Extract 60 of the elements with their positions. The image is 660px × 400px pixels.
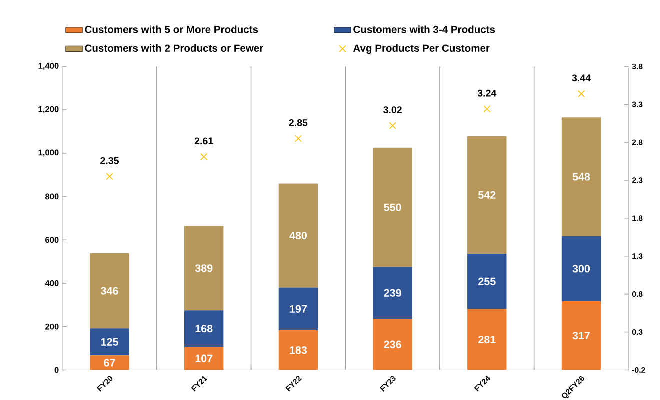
data-label: 542 <box>478 192 496 200</box>
data-label: 2.61 <box>194 138 214 145</box>
data-label: 3.24 <box>478 90 497 98</box>
bar <box>278 330 318 370</box>
bar <box>373 319 412 370</box>
point <box>484 106 491 113</box>
bar <box>278 288 318 331</box>
data-label: 3.02 <box>383 106 402 114</box>
bar <box>562 236 602 302</box>
data-label: 67 <box>104 359 116 367</box>
bar <box>184 347 224 370</box>
legend-label: Avg Products Per Customer <box>353 44 490 54</box>
data-label: 550 <box>384 204 402 212</box>
bar <box>468 136 507 254</box>
data-label: 197 <box>290 306 307 314</box>
bar <box>278 184 318 288</box>
y-tick-label: 1,400 <box>38 63 59 70</box>
data-label: 281 <box>478 336 496 344</box>
bar <box>468 254 507 310</box>
data-label: 255 <box>478 278 496 286</box>
data-label: 168 <box>196 325 213 333</box>
data-label: 300 <box>572 265 590 273</box>
data-label: 480 <box>290 232 307 240</box>
legend-label: Customers with 2 Products or Fewer <box>85 44 264 52</box>
bar <box>562 118 602 237</box>
data-label: 125 <box>101 338 118 346</box>
y-tick-label: 400 <box>45 280 59 287</box>
data-label: 239 <box>384 290 402 298</box>
point <box>200 154 208 161</box>
data-label: 317 <box>572 332 590 340</box>
data-label: 2.85 <box>289 120 308 127</box>
point <box>106 173 114 180</box>
data-label: 389 <box>195 264 213 272</box>
bar <box>373 267 412 320</box>
bar <box>90 254 130 329</box>
bar <box>373 148 412 268</box>
bar <box>468 309 507 370</box>
bar <box>90 356 130 370</box>
data-label: 107 <box>196 355 213 363</box>
data-label: 183 <box>290 346 308 354</box>
point <box>578 90 586 98</box>
y-tick-label: 0 <box>54 367 59 374</box>
legend-label: Customers with 3-4 Products <box>354 26 496 34</box>
y-tick-label: 800 <box>45 194 59 200</box>
bar <box>562 302 602 370</box>
bar <box>184 310 224 348</box>
bar <box>184 226 224 311</box>
data-label: 346 <box>101 287 118 296</box>
y-tick-label: 1,200 <box>38 106 59 114</box>
point <box>389 122 396 130</box>
point <box>294 135 302 142</box>
bar <box>90 328 130 356</box>
data-label: 3.44 <box>572 74 591 82</box>
data-label: 2.35 <box>100 158 120 165</box>
y-tick-label: 1,000 <box>38 150 59 158</box>
data-label: 236 <box>384 341 402 349</box>
y-tick-label: 200 <box>46 324 59 330</box>
y-tick-label: 600 <box>46 237 59 244</box>
legend-label: Customers with 5 or More Products <box>85 26 258 34</box>
data-label: 548 <box>572 173 590 182</box>
